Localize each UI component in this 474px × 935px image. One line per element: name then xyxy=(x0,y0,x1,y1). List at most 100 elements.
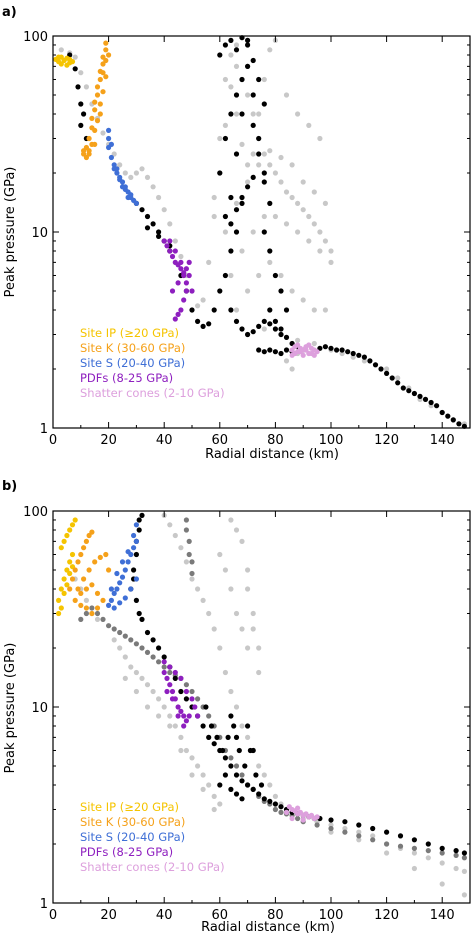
data-point xyxy=(172,316,178,322)
data-point xyxy=(183,688,189,695)
data-point xyxy=(395,380,401,386)
data-point xyxy=(189,755,195,761)
data-point xyxy=(175,280,181,286)
data-point xyxy=(161,207,167,213)
data-point xyxy=(456,421,462,427)
data-point xyxy=(175,704,181,710)
data-point xyxy=(267,347,273,353)
panel-b-series-7 xyxy=(283,804,320,823)
data-point xyxy=(122,567,128,573)
data-point xyxy=(222,229,228,235)
data-point xyxy=(200,772,206,778)
panel-b-series-4 xyxy=(67,529,112,617)
data-point xyxy=(245,162,251,168)
data-point xyxy=(133,597,139,604)
data-point xyxy=(250,92,256,98)
data-point xyxy=(342,819,348,825)
data-point xyxy=(261,179,267,185)
data-point xyxy=(131,567,137,573)
y-tick-label: 100 xyxy=(23,30,48,45)
data-point xyxy=(461,892,467,898)
legend-entry: PDFs (8-25 GPa) xyxy=(80,845,173,859)
data-point xyxy=(167,248,173,254)
data-point xyxy=(245,92,251,98)
data-point xyxy=(356,822,362,828)
data-point xyxy=(200,723,206,729)
data-point xyxy=(250,610,256,617)
data-point xyxy=(89,582,95,588)
x-tick-label: 80 xyxy=(267,908,284,923)
data-point xyxy=(295,805,301,811)
data-point xyxy=(267,162,273,168)
data-point xyxy=(306,238,312,244)
data-point xyxy=(119,559,126,565)
data-point xyxy=(195,696,201,702)
data-point xyxy=(417,393,423,399)
data-point xyxy=(222,669,228,676)
data-point xyxy=(222,567,228,573)
data-point xyxy=(117,629,123,636)
data-point xyxy=(233,229,240,235)
data-point xyxy=(283,307,290,313)
data-point xyxy=(439,845,445,852)
panel-b-plot-area: 0 20 40 60 80 100 120 140 1 10 100 Site IP (≥20 GPa… xyxy=(23,505,471,923)
data-point xyxy=(256,76,262,83)
panel-b-series-5 xyxy=(106,522,139,611)
data-point xyxy=(94,616,101,623)
data-point xyxy=(239,141,245,147)
x-tick-label: 60 xyxy=(212,433,229,448)
data-point xyxy=(111,162,117,168)
data-point xyxy=(83,538,89,545)
data-point xyxy=(256,791,262,797)
data-point xyxy=(233,318,240,324)
data-point xyxy=(61,576,67,582)
data-point xyxy=(183,266,189,272)
data-point xyxy=(150,688,156,695)
data-point xyxy=(117,177,123,183)
data-point xyxy=(217,551,223,558)
data-point xyxy=(164,675,170,682)
data-point xyxy=(72,567,78,573)
data-point xyxy=(114,170,120,176)
data-point xyxy=(217,782,223,788)
x-tick-label: 20 xyxy=(100,433,117,448)
data-point xyxy=(103,40,109,46)
data-point xyxy=(245,734,251,741)
data-point xyxy=(239,626,245,632)
data-point xyxy=(195,713,201,719)
data-point xyxy=(272,349,278,355)
data-point xyxy=(267,259,273,265)
data-point xyxy=(267,248,273,254)
data-point xyxy=(217,801,223,807)
y-tick-label: 10 xyxy=(31,226,48,241)
data-point xyxy=(239,111,245,117)
data-point xyxy=(228,586,234,592)
data-point xyxy=(370,833,376,839)
legend-entry: Shatter cones (2-10 GPa) xyxy=(80,386,225,400)
data-point xyxy=(378,366,384,372)
data-point xyxy=(75,559,81,565)
x-tick-label: 0 xyxy=(49,433,57,448)
data-point xyxy=(67,527,73,533)
data-point xyxy=(111,151,117,157)
data-point xyxy=(144,649,151,656)
data-point xyxy=(167,664,173,670)
data-point xyxy=(150,637,156,643)
data-point xyxy=(400,385,406,391)
data-point xyxy=(328,817,334,823)
data-point xyxy=(97,111,103,117)
data-point xyxy=(317,248,323,254)
data-point xyxy=(411,845,417,852)
data-point xyxy=(92,559,98,565)
data-point xyxy=(75,586,81,592)
data-point xyxy=(122,170,128,176)
data-point xyxy=(272,806,278,813)
data-point xyxy=(256,151,262,157)
data-point xyxy=(103,57,109,64)
data-point xyxy=(245,42,251,48)
data-point xyxy=(228,763,234,769)
data-point xyxy=(92,99,98,105)
data-point xyxy=(411,850,417,856)
data-point xyxy=(206,321,212,327)
data-point xyxy=(111,590,117,597)
